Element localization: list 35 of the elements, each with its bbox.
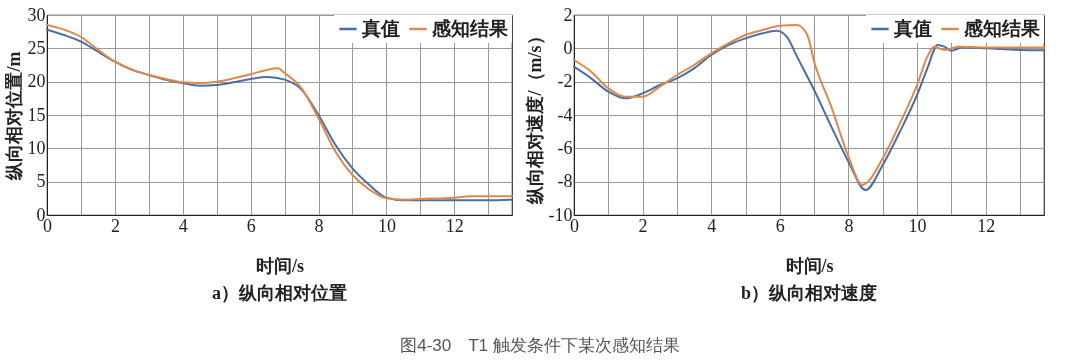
y-tick-label: -4 xyxy=(557,104,573,125)
caption: 图4-30 T1 触发条件下某次感知结果 xyxy=(399,335,681,357)
x-tick-label: 6 xyxy=(775,215,785,236)
y-axis-title: 纵向相对位置/m xyxy=(3,51,24,181)
legend-label: 真值 xyxy=(893,18,932,39)
x-tick-label: 12 xyxy=(977,215,996,236)
x-tick-label: 8 xyxy=(314,215,324,236)
x-tick-label: 10 xyxy=(908,215,927,236)
y-tick-label: 15 xyxy=(27,104,46,125)
legend-label: 感知结果 xyxy=(963,18,1041,39)
y-tick-label: -6 xyxy=(557,137,573,158)
legend-label: 真值 xyxy=(361,18,400,39)
text: a）纵向相对位置 xyxy=(212,283,347,303)
y-tick-label: 30 xyxy=(27,4,46,25)
x-tick-label: 4 xyxy=(178,215,188,236)
x-tick-label: 12 xyxy=(445,215,464,236)
y-tick-label: 20 xyxy=(27,71,46,92)
y-tick-label: -2 xyxy=(557,71,573,92)
x-tick-label: 10 xyxy=(377,215,396,236)
x-tick-label: 2 xyxy=(110,215,120,236)
y-tick-label: 10 xyxy=(27,137,46,158)
x-tick-label: 8 xyxy=(844,215,854,236)
y-tick-label: -8 xyxy=(557,171,573,192)
y-tick-label: 0 xyxy=(563,37,573,58)
y-axis-title: 纵向相对速度/（m/s） xyxy=(524,27,545,205)
x-tick-label: 2 xyxy=(638,215,648,236)
x-tick-label: 4 xyxy=(707,215,717,236)
y-tick-label: 5 xyxy=(36,171,46,192)
x-tick-label: 6 xyxy=(246,215,256,236)
y-tick-label: 25 xyxy=(27,37,46,58)
x-axis-title: 时间/s xyxy=(255,255,305,276)
y-tick-label: 2 xyxy=(563,4,573,25)
text: b）纵向相对速度 xyxy=(740,283,878,303)
legend-label: 感知结果 xyxy=(431,18,509,39)
x-axis-title: 时间/s xyxy=(785,255,834,276)
